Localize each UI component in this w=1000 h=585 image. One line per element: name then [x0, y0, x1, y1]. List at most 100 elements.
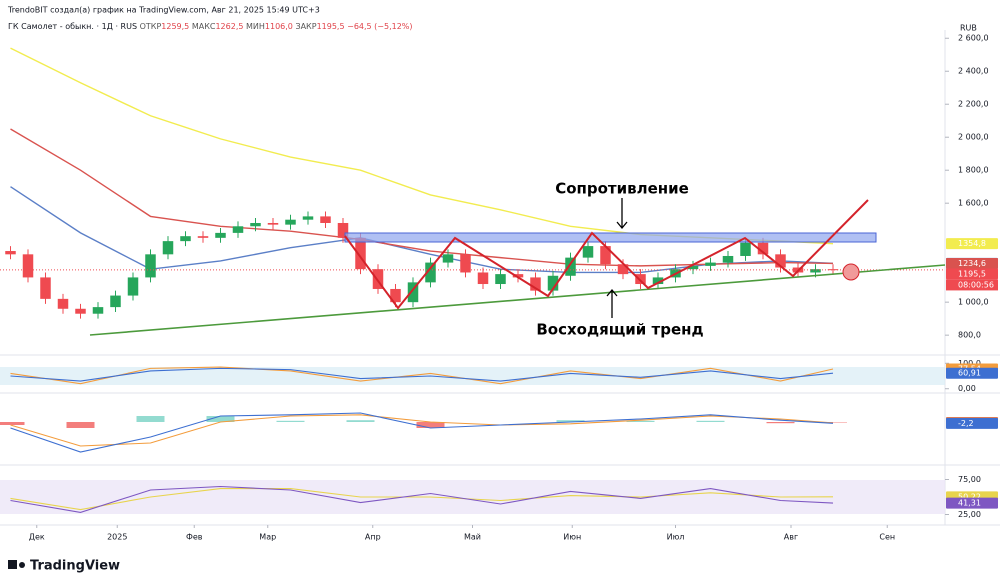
- candle-body: [477, 272, 489, 285]
- candle-body: [757, 242, 769, 255]
- price-label: 60,91: [958, 369, 981, 378]
- histogram-bar: [766, 422, 795, 424]
- price-label: 1195,5: [958, 269, 986, 278]
- open: 1259,5: [161, 22, 189, 31]
- indicator-line: [10, 485, 834, 513]
- y-tick-label: 75,00: [958, 475, 981, 484]
- candle-body: [162, 241, 174, 255]
- candle-body: [302, 216, 314, 220]
- candle-body: [285, 219, 296, 225]
- indicator-line: [10, 412, 834, 453]
- y-tick-label: 1 600,0: [958, 199, 989, 208]
- close-label: ЗАКР: [295, 22, 316, 31]
- price-label-bg: [946, 497, 998, 509]
- x-tick-label: Фев: [186, 533, 203, 542]
- arrow-head: [616, 221, 628, 230]
- candle-body: [810, 269, 821, 273]
- histogram-bar: [346, 420, 375, 422]
- candle-body: [582, 246, 594, 258]
- close: 1195,5: [317, 22, 345, 31]
- zigzag: [344, 199, 869, 310]
- y-tick-label: 2 600,0: [958, 34, 989, 43]
- countdown: 08:00:56: [958, 280, 994, 289]
- marker: [842, 263, 860, 281]
- candle-body: [22, 254, 34, 278]
- candle-body: [197, 236, 209, 238]
- price-label: 41,31: [958, 499, 981, 508]
- candle-body: [687, 265, 699, 270]
- price-label: 50,22: [958, 492, 981, 501]
- candle-body: [5, 251, 16, 255]
- x-tick-label: Июл: [667, 533, 685, 542]
- low-label: МИН: [246, 22, 265, 31]
- histogram-bar: [626, 420, 655, 422]
- candle-body: [652, 277, 664, 285]
- logo-icon: [19, 562, 25, 568]
- price-label-bg: [946, 268, 998, 280]
- candle-body: [92, 307, 104, 314]
- candle-body: [320, 216, 331, 223]
- candle-body: [442, 254, 454, 263]
- candle-body: [250, 222, 261, 227]
- logo: TradingView: [8, 559, 120, 574]
- histogram-bar: [416, 422, 445, 428]
- logo-text: TradingView: [30, 559, 120, 574]
- histogram-bar: [276, 420, 305, 422]
- price-label-bg: [946, 238, 998, 250]
- candle-body: [390, 288, 401, 303]
- price-label-bg: [946, 257, 998, 269]
- x-tick-label: Май: [464, 533, 481, 542]
- y-tick-label: 2 200,0: [958, 100, 989, 109]
- y-tick-label: 1 800,0: [958, 166, 989, 175]
- candle-body: [40, 277, 51, 299]
- candle-body: [740, 242, 751, 256]
- trend-line: [89, 264, 946, 336]
- open-label: ОТКР: [140, 22, 162, 31]
- candle-body: [565, 257, 576, 276]
- resistance-zone: [344, 232, 877, 243]
- candle-body: [547, 275, 559, 291]
- candle-body: [75, 308, 86, 314]
- x-tick-label: Сен: [879, 533, 895, 542]
- candle-body: [495, 274, 506, 285]
- symbol: ГК Самолет - обыкн. · 1Д · RUS: [8, 22, 137, 31]
- indicator-line: [10, 367, 834, 382]
- candle-body: [110, 295, 121, 308]
- price-label: 1354,8: [958, 239, 986, 248]
- plot: Дек 2025 Фев Мар Апр Май Июн Июл Авг Сен 800,0 1 00…: [0, 34, 998, 542]
- x-tick-label: Дек: [29, 533, 45, 542]
- histogram-bar: [0, 422, 25, 425]
- high: 1262,5: [215, 22, 243, 31]
- price-label: 1234,6: [958, 259, 986, 268]
- arrow-head: [606, 288, 618, 297]
- legend: ГК Самолет - обыкн. · 1Д · RUS ОТКР1259,…: [8, 22, 413, 31]
- candle-body: [775, 254, 786, 268]
- candle-body: [407, 282, 419, 303]
- candle-body: [57, 298, 69, 309]
- y-tick-label: 0,00: [958, 384, 976, 393]
- price-label: -2,2: [958, 419, 974, 428]
- attribution: TrendoBIT создал(а) график на TradingVie…: [7, 6, 320, 15]
- histogram-bar: [206, 416, 235, 422]
- histogram-bar: [136, 416, 165, 422]
- logo-icon: [8, 560, 17, 569]
- y-tick-label: 100,0: [958, 359, 981, 368]
- change: −64,5 (−5,12%): [347, 22, 412, 31]
- countdown-bg: [946, 279, 998, 291]
- candle-body: [232, 226, 244, 233]
- candle-body: [600, 246, 611, 265]
- candle-body: [180, 236, 191, 242]
- uptrend-label: Восходящий тренд: [536, 321, 703, 339]
- candle-body: [372, 269, 384, 289]
- resistance-label: Сопротивление: [555, 180, 689, 198]
- x-tick-label: 2025: [107, 533, 127, 542]
- indicator-line: [10, 414, 834, 447]
- candle-body: [722, 255, 734, 263]
- histogram-bar: [696, 420, 725, 422]
- candle-body: [530, 277, 541, 291]
- indicator-line: [10, 366, 834, 385]
- candle-body: [355, 237, 366, 270]
- currency: RUB: [960, 24, 977, 33]
- histogram-bar: [556, 420, 585, 422]
- price-label-bg: [946, 417, 998, 429]
